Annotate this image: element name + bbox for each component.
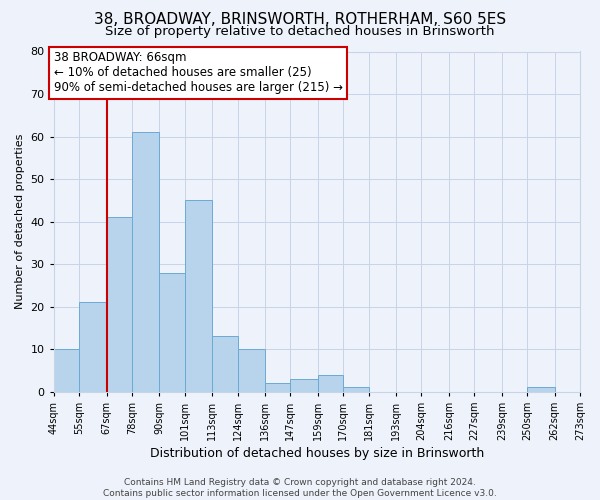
Text: 38, BROADWAY, BRINSWORTH, ROTHERHAM, S60 5ES: 38, BROADWAY, BRINSWORTH, ROTHERHAM, S60… (94, 12, 506, 28)
Bar (212, 336, 238, 392)
Bar (527, 388, 555, 392)
Bar (238, 349, 265, 392)
X-axis label: Distribution of detached houses by size in Brinsworth: Distribution of detached houses by size … (150, 447, 484, 460)
Bar (132, 132, 160, 392)
Bar (160, 272, 185, 392)
Bar (107, 218, 132, 392)
Bar (265, 383, 290, 392)
Bar (318, 374, 343, 392)
Text: 38 BROADWAY: 66sqm
← 10% of detached houses are smaller (25)
90% of semi-detache: 38 BROADWAY: 66sqm ← 10% of detached hou… (54, 52, 343, 94)
Bar (185, 200, 212, 392)
Text: Size of property relative to detached houses in Brinsworth: Size of property relative to detached ho… (105, 25, 495, 38)
Bar (290, 379, 318, 392)
Bar (54, 349, 79, 392)
Bar (79, 302, 107, 392)
Y-axis label: Number of detached properties: Number of detached properties (15, 134, 25, 309)
Text: Contains HM Land Registry data © Crown copyright and database right 2024.
Contai: Contains HM Land Registry data © Crown c… (103, 478, 497, 498)
Bar (343, 388, 368, 392)
